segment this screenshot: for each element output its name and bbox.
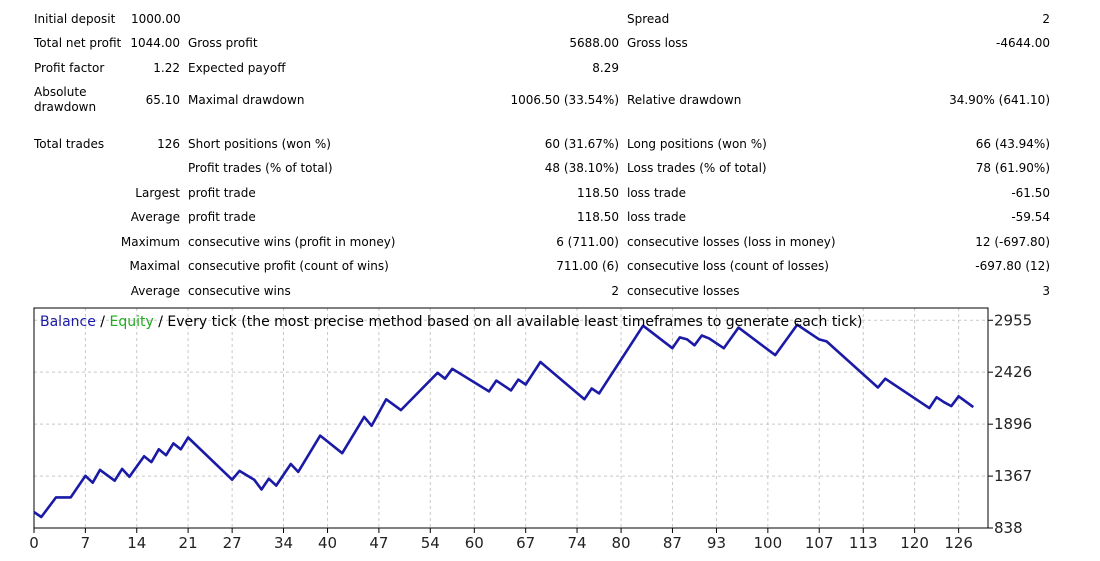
- x-tick-label: 100: [754, 534, 783, 552]
- balance-line: [33, 323, 975, 519]
- x-tick-label: 80: [612, 534, 631, 552]
- x-tick-label: 54: [421, 534, 440, 552]
- initial-deposit-value: 1000.00: [131, 12, 181, 26]
- profit-trades-label: Profit trades (% of total): [188, 161, 333, 175]
- largest-profit-trade-value: 118.50: [577, 186, 619, 200]
- chart-grid: [33, 308, 988, 529]
- average-consecutive-losses-label: consecutive losses: [627, 284, 740, 298]
- legend-separator: /: [96, 314, 110, 330]
- x-tick-label: 93: [707, 534, 726, 552]
- spread-label: Spread: [627, 12, 670, 26]
- chart-legend: Balance / Equity / Every tick (the most …: [40, 314, 862, 330]
- expected-payoff-value: 8.29: [592, 61, 619, 75]
- loss-trades-label: Loss trades (% of total): [627, 161, 767, 175]
- legend-separator: /: [154, 314, 168, 330]
- average-consecutive-label: Average: [130, 284, 180, 298]
- gross-profit-value: 5688.00: [569, 36, 619, 50]
- x-tick-label: 27: [223, 534, 242, 552]
- profit-factor-label: Profit factor: [34, 61, 105, 75]
- max-consecutive-wins-label: consecutive wins (profit in money): [188, 235, 396, 249]
- maximal-drawdown-value: 1006.50 (33.54%): [510, 93, 619, 107]
- maximal-drawdown-label: Maximal drawdown: [188, 93, 305, 107]
- legend-equity: Equity: [109, 314, 153, 330]
- average-label: Average: [130, 210, 180, 224]
- gross-loss-label: Gross loss: [627, 36, 688, 50]
- x-tick-label: 47: [369, 534, 388, 552]
- legend-method: Every tick (the most precise method base…: [167, 314, 862, 330]
- profit-trades-value: 48 (38.10%): [544, 161, 619, 175]
- maximal-consecutive-profit-label: consecutive profit (count of wins): [188, 259, 389, 273]
- legend-balance: Balance: [40, 314, 96, 330]
- x-tick-label: 60: [465, 534, 484, 552]
- loss-trades-value: 78 (61.90%): [975, 161, 1050, 175]
- gross-profit-label: Gross profit: [188, 36, 258, 50]
- average-profit-trade-label: profit trade: [188, 210, 256, 224]
- profit-factor-value: 1.22: [153, 61, 180, 75]
- x-tick-label: 67: [516, 534, 535, 552]
- long-positions-label: Long positions (won %): [627, 137, 767, 151]
- max-consecutive-losses-value: 12 (-697.80): [975, 235, 1050, 249]
- maximum-label: Maximum: [120, 235, 180, 249]
- x-tick-label: 126: [944, 534, 973, 552]
- total-net-profit-value: 1044.00: [130, 36, 180, 50]
- x-tick-label: 87: [663, 534, 682, 552]
- average-consecutive-wins-label: consecutive wins: [188, 284, 291, 298]
- largest-profit-trade-label: profit trade: [188, 186, 256, 200]
- x-tick-label: 34: [274, 534, 293, 552]
- x-tick-label: 40: [318, 534, 337, 552]
- total-net-profit-label: Total net profit: [34, 36, 122, 50]
- total-trades-value: 126: [157, 137, 180, 151]
- y-tick-label: 838: [994, 519, 1023, 537]
- x-tick-label: 14: [127, 534, 146, 552]
- maximal-label: Maximal: [129, 259, 180, 273]
- max-consecutive-losses-label: consecutive losses (loss in money): [627, 235, 836, 249]
- x-tick-label: 7: [81, 534, 91, 552]
- y-tick-label: 2426: [994, 363, 1032, 381]
- short-positions-label: Short positions (won %): [188, 137, 331, 151]
- max-consecutive-wins-value: 6 (711.00): [556, 235, 619, 249]
- x-tick-label: 74: [567, 534, 586, 552]
- x-tick-label: 113: [849, 534, 878, 552]
- relative-drawdown-label: Relative drawdown: [627, 93, 742, 107]
- y-tick-label: 2955: [994, 311, 1032, 329]
- x-tick-label: 0: [29, 534, 39, 552]
- y-tick-label: 1367: [994, 467, 1032, 485]
- long-positions-value: 66 (43.94%): [975, 137, 1050, 151]
- balance-chart: 838 1367 1896 2426 2955 0 7 14 21 27 34 40 47 54 60 67…: [29, 307, 1032, 552]
- maximal-consecutive-profit-value: 711.00 (6): [556, 259, 619, 273]
- x-tick-label: 21: [179, 534, 198, 552]
- x-tick-label: 107: [805, 534, 834, 552]
- absolute-drawdown-value: 65.10: [145, 93, 180, 107]
- largest-loss-trade-value: -61.50: [1011, 186, 1050, 200]
- expected-payoff-label: Expected payoff: [188, 61, 286, 75]
- x-axis: 0 7 14 21 27 34 40 47 54 60 67 74 80 87 93 100 107 113 120…: [29, 528, 973, 552]
- average-profit-trade-value: 118.50: [577, 210, 619, 224]
- average-loss-trade-value: -59.54: [1011, 210, 1050, 224]
- balance-chart-area: 838 1367 1896 2426 2955 0 7 14 21 27 34 40 47 54 60 67…: [0, 304, 1100, 558]
- average-consecutive-wins-value: 2: [611, 284, 619, 298]
- absolute-drawdown-label: Absolute drawdown: [34, 85, 97, 114]
- y-axis: 838 1367 1896 2426 2955: [988, 311, 1032, 537]
- initial-deposit-label: Initial deposit: [34, 12, 116, 26]
- gross-loss-value: -4644.00: [996, 36, 1050, 50]
- maximal-consecutive-loss-label: consecutive loss (count of losses): [627, 259, 829, 273]
- average-loss-trade-label: loss trade: [627, 210, 686, 224]
- maximal-consecutive-loss-value: -697.80 (12): [975, 259, 1050, 273]
- relative-drawdown-value: 34.90% (641.10): [949, 93, 1050, 107]
- largest-loss-trade-label: loss trade: [627, 186, 686, 200]
- x-tick-label: 120: [900, 534, 929, 552]
- short-positions-value: 60 (31.67%): [544, 137, 619, 151]
- y-tick-label: 1896: [994, 415, 1032, 433]
- largest-label: Largest: [135, 186, 180, 200]
- average-consecutive-losses-value: 3: [1042, 284, 1050, 298]
- spread-value: 2: [1042, 12, 1050, 26]
- chart-frame: [33, 307, 989, 529]
- total-trades-label: Total trades: [34, 137, 105, 151]
- chart-series: [33, 323, 975, 519]
